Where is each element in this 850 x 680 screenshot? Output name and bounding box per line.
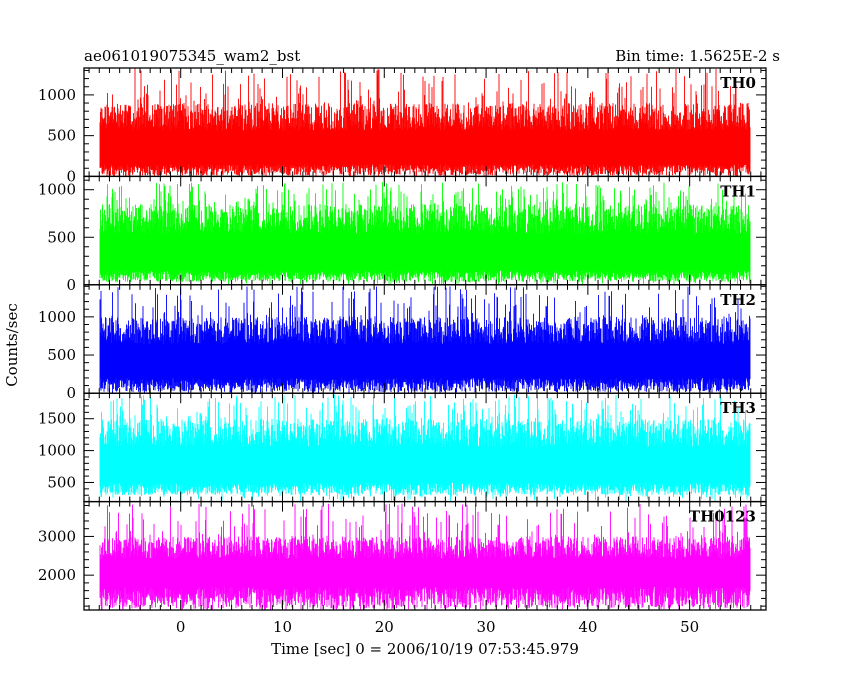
series-th0123-trace: [99, 503, 751, 610]
xtick-label: 50: [680, 618, 699, 636]
ytick-label-th2: 1000: [38, 308, 76, 326]
ytick-label-th0123: 3000: [38, 527, 76, 545]
ytick-label-th0123: 2000: [38, 566, 76, 584]
panel-th1: 0 500 1000 TH1: [38, 175, 767, 294]
series-label-th0: TH0: [720, 74, 756, 92]
series-th0-trace: [99, 68, 751, 177]
ytick-label-th0: 500: [47, 127, 76, 145]
xtick-label: 30: [477, 618, 496, 636]
ytick-label-th1: 0: [66, 276, 76, 294]
panels: 0 500 1000 TH0 0 500 1000 TH1 0 500 1000 TH2 500 1000…: [38, 67, 767, 611]
x-axis-label: Time [sec] 0 = 2006/10/19 07:53:45.979: [271, 640, 579, 658]
xtick-label: 10: [273, 618, 292, 636]
series-th2-trace: [99, 286, 751, 394]
series-label-th1: TH1: [720, 182, 756, 200]
ytick-label-th1: 1000: [38, 181, 76, 199]
series-label-th0123: TH0123: [689, 508, 756, 526]
ytick-label-th2: 0: [66, 384, 76, 402]
ytick-label-th3: 1500: [38, 410, 76, 428]
panel-th3: 500 1000 1500 TH3: [38, 392, 767, 503]
ytick-label-th0: 0: [66, 167, 76, 185]
ytick-label-th3: 1000: [38, 442, 76, 460]
xtick-label: 20: [375, 618, 394, 636]
panel-th2: 0 500 1000 TH2: [38, 284, 767, 402]
series-label-th3: TH3: [720, 399, 756, 417]
bin-time-label: Bin time: 1.5625E-2 s: [615, 47, 780, 65]
chart-title: ae061019075345_wam2_bst: [84, 47, 300, 65]
y-axis-label: Counts/sec: [3, 303, 21, 387]
ytick-label-th3: 500: [47, 473, 76, 491]
series-th1-trace: [99, 182, 751, 285]
ytick-label-th2: 500: [47, 346, 76, 364]
panel-th0: 0 500 1000 TH0: [38, 67, 767, 185]
ytick-label-th0: 1000: [38, 86, 76, 104]
series-label-th2: TH2: [720, 291, 756, 309]
x-axis: 0 10 20 30 40 50: [176, 618, 699, 636]
ytick-label-th1: 500: [47, 228, 76, 246]
xtick-label: 0: [176, 618, 186, 636]
series-th3-trace: [99, 394, 751, 502]
panel-th0123: 2000 3000 TH0123: [38, 500, 767, 611]
xtick-label: 40: [578, 618, 597, 636]
